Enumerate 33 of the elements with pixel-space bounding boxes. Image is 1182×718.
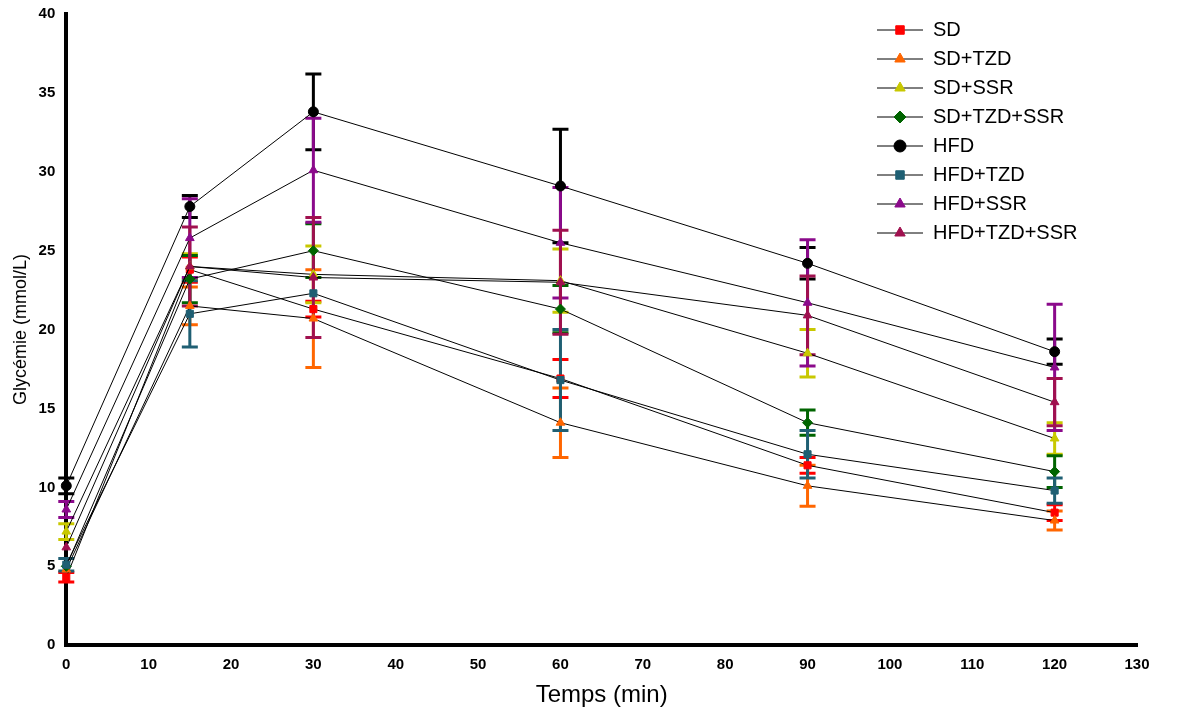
y-tick-label: 5 — [46, 556, 56, 574]
legend-label: HFD+TZD — [933, 162, 1025, 185]
y-tick-label: 20 — [38, 319, 56, 337]
y-tick-label: 15 — [38, 398, 56, 416]
legend-label: SD+TZD+SSR — [933, 104, 1065, 127]
y-tick-label: 35 — [38, 83, 56, 101]
x-tick-label: 100 — [877, 655, 903, 673]
x-tick-label: 30 — [305, 655, 322, 673]
x-tick-label: 110 — [960, 655, 985, 673]
x-tick-label: 80 — [716, 655, 734, 673]
x-tick-label: 90 — [799, 655, 816, 673]
y-tick-label: 0 — [46, 635, 56, 653]
legend-label: HFD — [933, 133, 975, 156]
y-tick-label: 40 — [38, 4, 56, 22]
y-axis-title: Glycémie (mmol/L) — [9, 254, 30, 406]
legend-label: SD — [933, 17, 961, 40]
x-tick-label: 70 — [634, 655, 652, 673]
y-tick-label: 30 — [38, 161, 56, 179]
x-tick-label: 130 — [1124, 655, 1150, 673]
legend-label: HFD+SSR — [933, 191, 1027, 214]
legend-label: HFD+TZD+SSR — [933, 220, 1078, 243]
x-tick-label: 120 — [1042, 655, 1068, 673]
legend-label: SD+SSR — [933, 75, 1014, 98]
x-tick-label: 10 — [140, 655, 157, 673]
x-tick-label: 40 — [387, 655, 405, 673]
x-tick-label: 50 — [469, 655, 487, 673]
y-tick-label: 10 — [38, 477, 56, 495]
x-axis-title: Temps (min) — [535, 680, 668, 708]
legend-label: SD+TZD — [933, 46, 1012, 69]
x-tick-label: 20 — [222, 655, 240, 673]
x-tick-label: 0 — [62, 655, 71, 673]
x-tick-label: 60 — [552, 655, 569, 673]
y-tick-label: 25 — [38, 240, 56, 258]
